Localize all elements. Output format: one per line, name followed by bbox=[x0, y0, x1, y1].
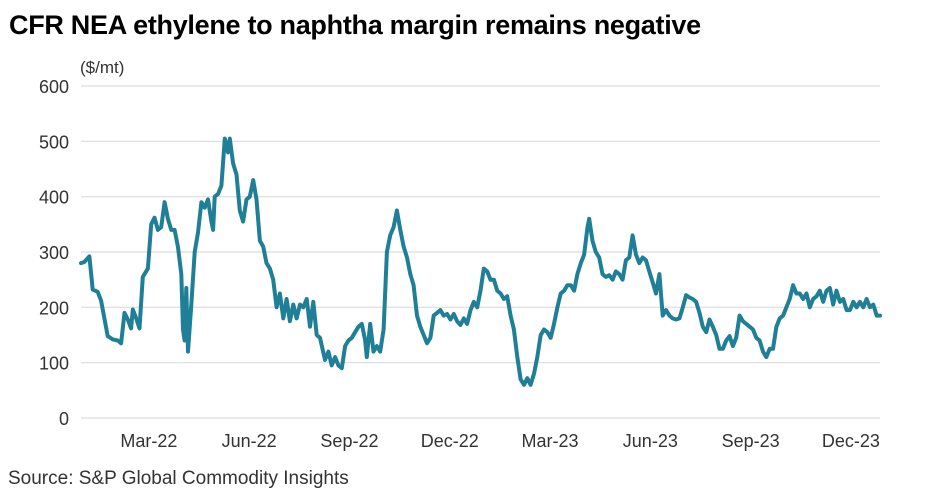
gridlines bbox=[81, 85, 880, 419]
y-tick-label: 0 bbox=[59, 409, 69, 429]
y-tick-label: 600 bbox=[39, 77, 69, 97]
y-axis-ticks: 0 100 200 300 400 500 600 bbox=[39, 77, 69, 429]
y-tick-label: 500 bbox=[39, 132, 69, 152]
series-lines bbox=[79, 136, 882, 387]
chart-title: CFR NEA ethylene to naphtha margin remai… bbox=[9, 10, 701, 40]
x-tick-label: Sep-23 bbox=[722, 431, 780, 451]
source-note: Source: S&P Global Commodity Insights bbox=[8, 468, 349, 489]
y-axis-unit-label: ($/mt) bbox=[80, 58, 125, 77]
y-tick-label: 400 bbox=[39, 188, 69, 208]
x-tick-label: Jun-22 bbox=[222, 431, 277, 451]
x-tick-label: Mar-23 bbox=[522, 431, 579, 451]
x-tick-label: Dec-23 bbox=[822, 431, 880, 451]
x-tick-label: Mar-22 bbox=[120, 431, 177, 451]
x-axis-ticks: Mar-22 Jun-22 Sep-22 Dec-22 Mar-23 Jun-23 Sep-… bbox=[120, 431, 880, 451]
x-tick-label: Sep-22 bbox=[320, 431, 378, 451]
y-tick-label: 200 bbox=[39, 298, 69, 318]
x-tick-label: Jun-23 bbox=[623, 431, 678, 451]
y-tick-label: 300 bbox=[39, 243, 69, 263]
series-line-margin bbox=[79, 136, 882, 387]
y-tick-label: 100 bbox=[39, 354, 69, 374]
x-tick-label: Dec-22 bbox=[421, 431, 479, 451]
